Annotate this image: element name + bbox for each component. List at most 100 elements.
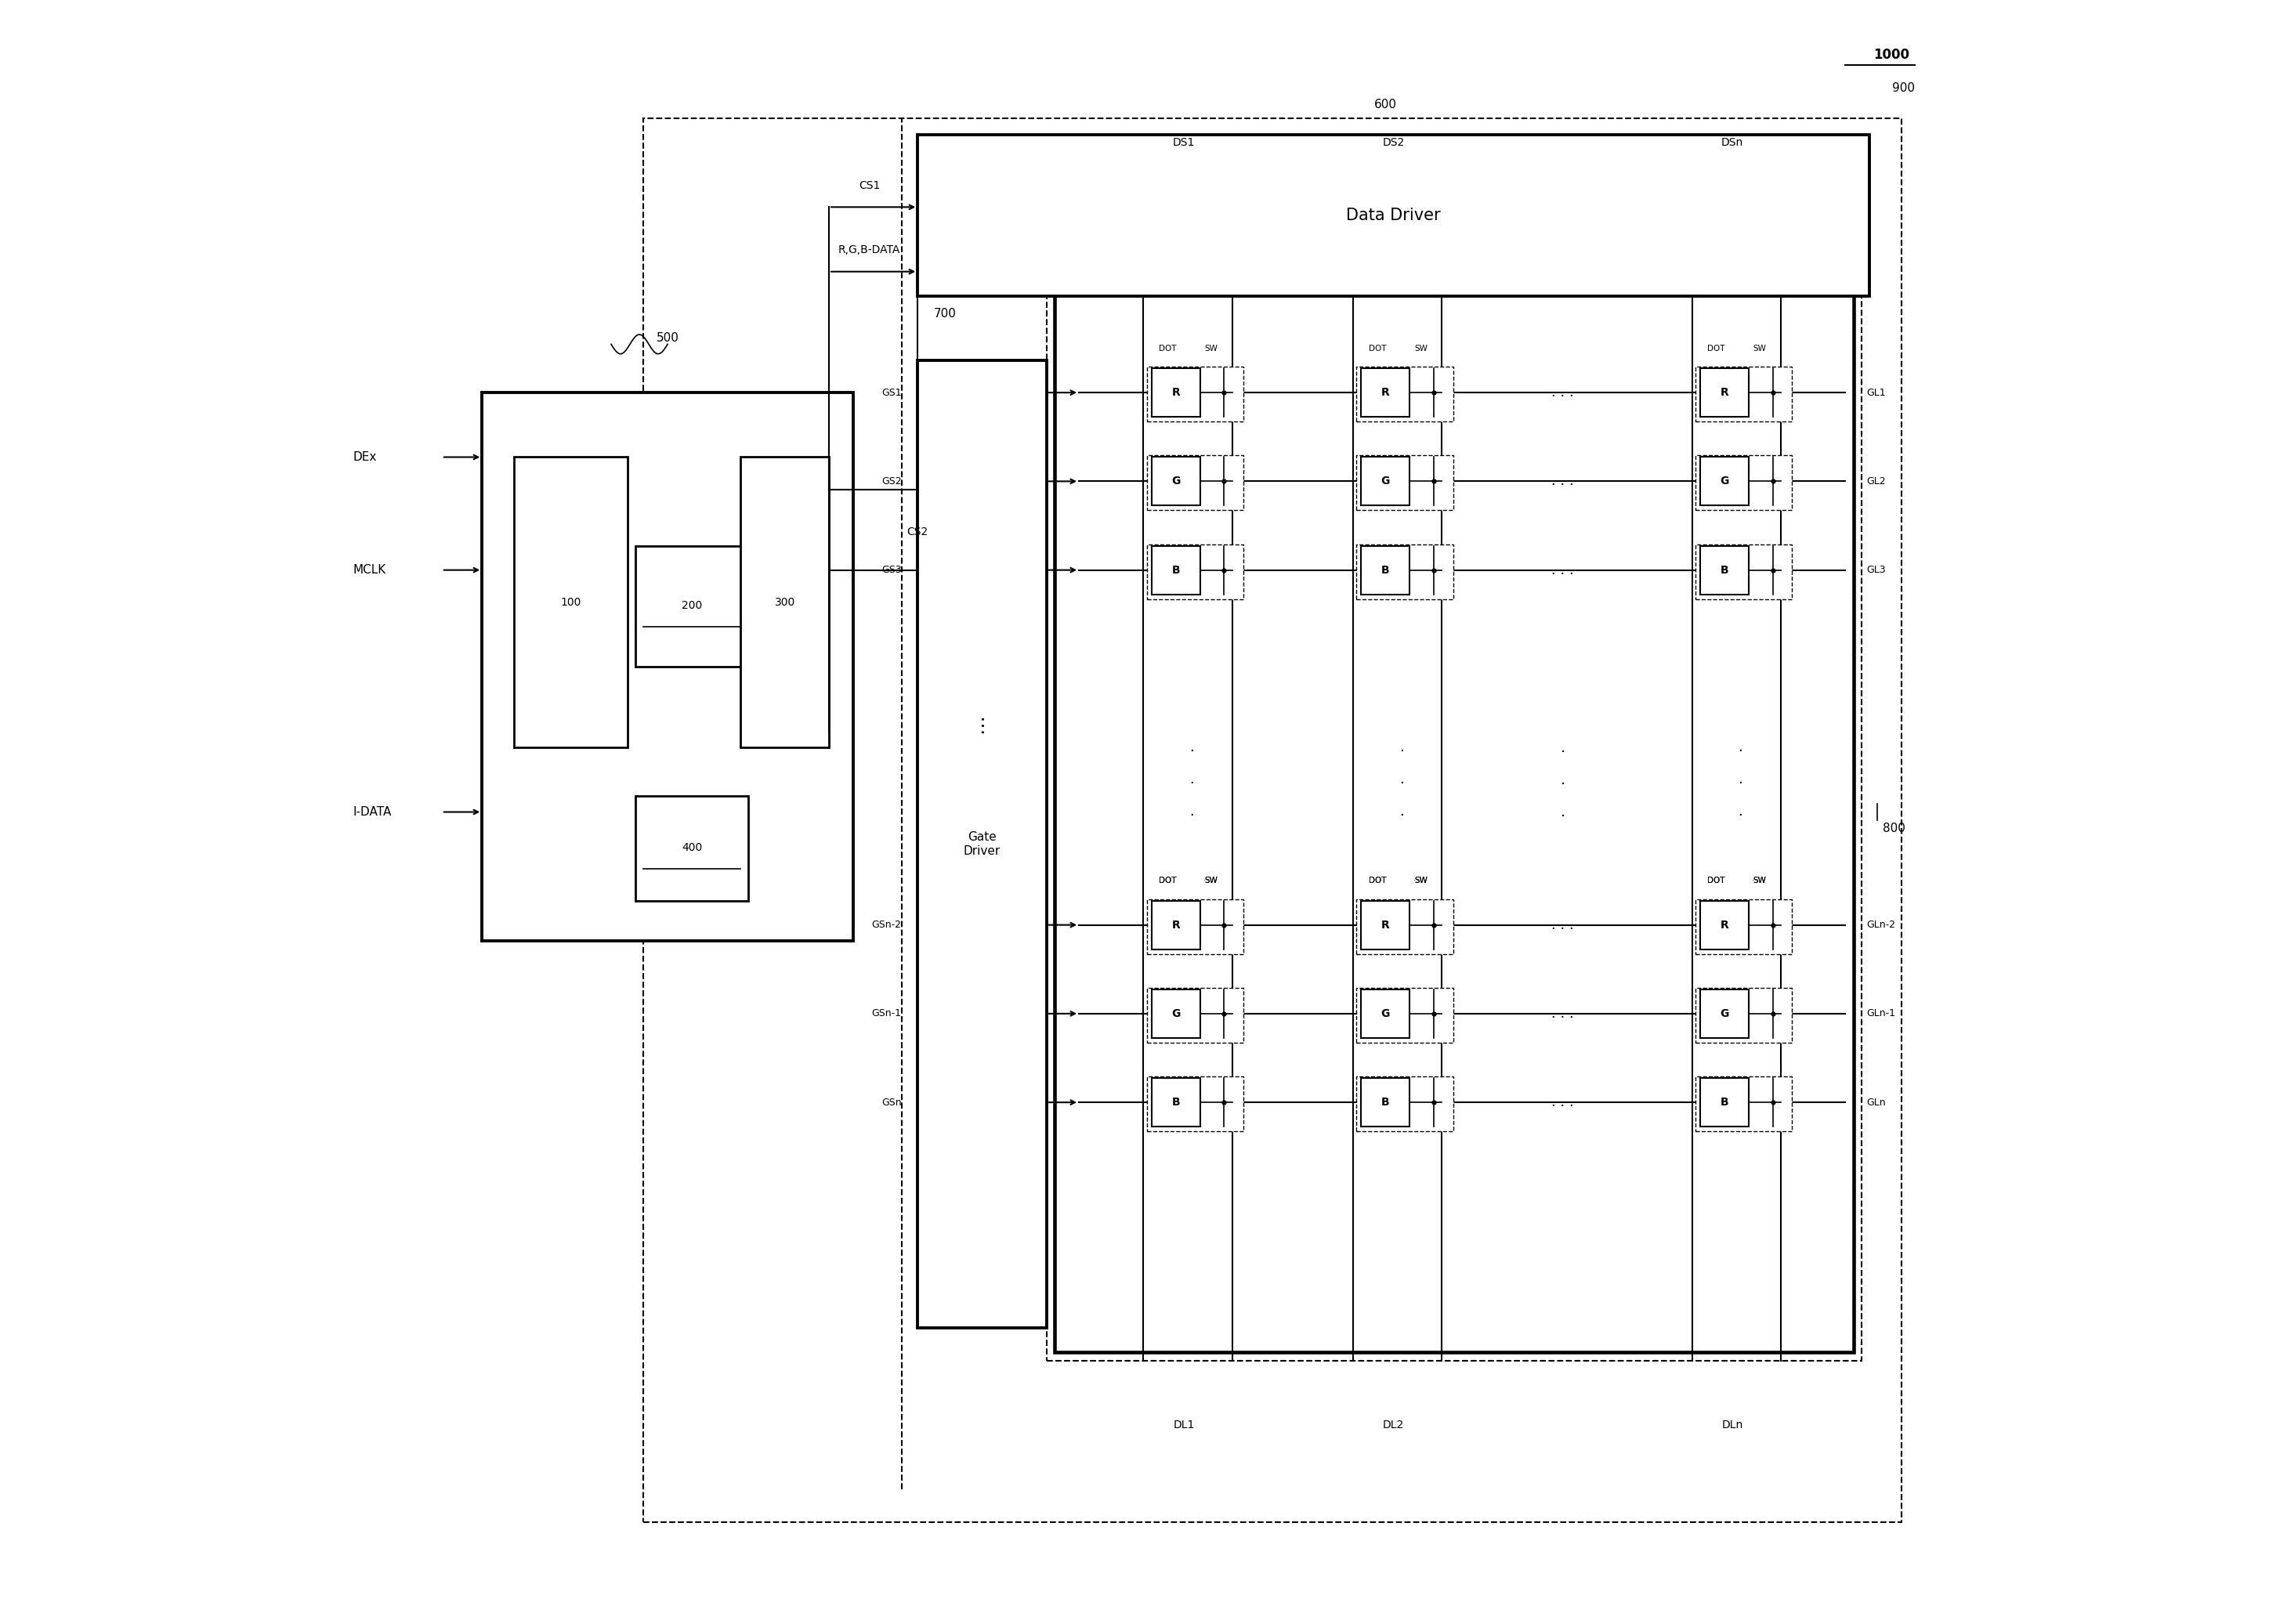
- Text: . . .: . . .: [1551, 385, 1573, 400]
- Text: DOT: DOT: [1708, 344, 1724, 352]
- Text: DSn: DSn: [1722, 136, 1743, 148]
- Text: 300: 300: [775, 596, 796, 607]
- Text: . . .: . . .: [1551, 1007, 1573, 1021]
- Text: B: B: [1720, 565, 1729, 575]
- Bar: [1695, 900, 1793, 953]
- Bar: [741, 456, 828, 747]
- Text: DLn: DLn: [1722, 1419, 1743, 1431]
- Bar: [1356, 367, 1452, 422]
- Bar: [1699, 1078, 1750, 1127]
- Text: .: .: [1189, 806, 1194, 818]
- Bar: [917, 135, 1868, 296]
- Text: GS3: GS3: [880, 565, 901, 575]
- Bar: [1146, 367, 1244, 422]
- Text: DEx: DEx: [352, 451, 377, 463]
- Bar: [515, 456, 627, 747]
- Text: R: R: [1381, 919, 1390, 931]
- Text: .: .: [1560, 773, 1564, 788]
- Text: SW: SW: [1413, 344, 1427, 352]
- Text: SW: SW: [1754, 877, 1766, 885]
- Bar: [1699, 546, 1750, 594]
- Bar: [1361, 1078, 1409, 1127]
- Bar: [1699, 456, 1750, 505]
- Text: SW: SW: [1754, 344, 1766, 352]
- Text: .: .: [1560, 741, 1564, 755]
- Text: GL3: GL3: [1866, 565, 1884, 575]
- Text: R: R: [1720, 919, 1729, 931]
- Bar: [643, 119, 1903, 1522]
- Text: GLn-1: GLn-1: [1866, 1009, 1896, 1018]
- Bar: [1356, 900, 1452, 953]
- Bar: [1356, 544, 1452, 599]
- Bar: [1153, 369, 1201, 417]
- Bar: [1695, 544, 1793, 599]
- Text: G: G: [1720, 476, 1729, 487]
- Text: G: G: [1381, 1009, 1390, 1020]
- Bar: [1699, 901, 1750, 948]
- Bar: [1361, 989, 1409, 1038]
- Bar: [1153, 546, 1201, 594]
- Text: I-DATA: I-DATA: [352, 806, 391, 818]
- Bar: [1054, 175, 1852, 1353]
- Text: .: .: [1400, 741, 1404, 755]
- Text: .: .: [1400, 806, 1404, 818]
- Text: .: .: [1738, 773, 1743, 786]
- Text: Data Driver: Data Driver: [1347, 208, 1441, 222]
- Text: CS2: CS2: [908, 526, 929, 538]
- Text: GS2: GS2: [880, 476, 901, 487]
- Text: R,G,B-DATA: R,G,B-DATA: [837, 245, 901, 255]
- Text: DOT: DOT: [1368, 877, 1386, 885]
- Text: .: .: [1738, 806, 1743, 818]
- Text: 400: 400: [682, 841, 702, 853]
- Text: GSn: GSn: [880, 1098, 901, 1108]
- Text: SW: SW: [1413, 877, 1427, 885]
- Bar: [1695, 1077, 1793, 1132]
- Text: G: G: [1720, 1009, 1729, 1020]
- Bar: [1695, 367, 1793, 422]
- Bar: [1146, 1077, 1244, 1132]
- Text: DOT: DOT: [1368, 344, 1386, 352]
- Text: 600: 600: [1374, 99, 1397, 110]
- Text: SW: SW: [1205, 344, 1219, 352]
- Text: SW: SW: [1205, 877, 1219, 885]
- Bar: [636, 546, 748, 667]
- Text: 100: 100: [560, 596, 581, 607]
- Bar: [1153, 901, 1201, 948]
- Bar: [1361, 369, 1409, 417]
- Bar: [1699, 989, 1750, 1038]
- Text: 700: 700: [933, 309, 956, 320]
- Text: . . .: . . .: [1551, 918, 1573, 932]
- Text: GL1: GL1: [1866, 388, 1884, 398]
- Text: 800: 800: [1882, 822, 1905, 835]
- Text: DOT: DOT: [1160, 344, 1176, 352]
- Bar: [1361, 546, 1409, 594]
- Text: G: G: [1171, 476, 1180, 487]
- Text: .: .: [1189, 773, 1194, 786]
- Text: GLn: GLn: [1866, 1098, 1884, 1108]
- Text: DOT: DOT: [1160, 877, 1176, 885]
- Text: B: B: [1171, 565, 1180, 575]
- Text: DS1: DS1: [1173, 136, 1194, 148]
- Text: SW: SW: [1754, 877, 1766, 885]
- Text: GS1: GS1: [880, 388, 901, 398]
- Text: ·: ·: [1752, 877, 1754, 885]
- Text: R: R: [1381, 387, 1390, 398]
- Text: GLn-2: GLn-2: [1866, 919, 1896, 931]
- Bar: [1146, 455, 1244, 510]
- Text: B: B: [1381, 1096, 1390, 1108]
- Bar: [1153, 989, 1201, 1038]
- Text: .: .: [1400, 773, 1404, 786]
- Text: B: B: [1720, 1096, 1729, 1108]
- Bar: [636, 796, 748, 901]
- Text: ·: ·: [1413, 877, 1416, 885]
- Bar: [1356, 455, 1452, 510]
- Text: B: B: [1171, 1096, 1180, 1108]
- Text: 500: 500: [656, 333, 679, 344]
- Text: DS2: DS2: [1384, 136, 1404, 148]
- Bar: [1695, 987, 1793, 1043]
- Bar: [1361, 901, 1409, 948]
- Text: DOT: DOT: [1708, 877, 1724, 885]
- Text: . . .: . . .: [1551, 474, 1573, 489]
- Text: R: R: [1720, 387, 1729, 398]
- Text: GL2: GL2: [1866, 476, 1884, 487]
